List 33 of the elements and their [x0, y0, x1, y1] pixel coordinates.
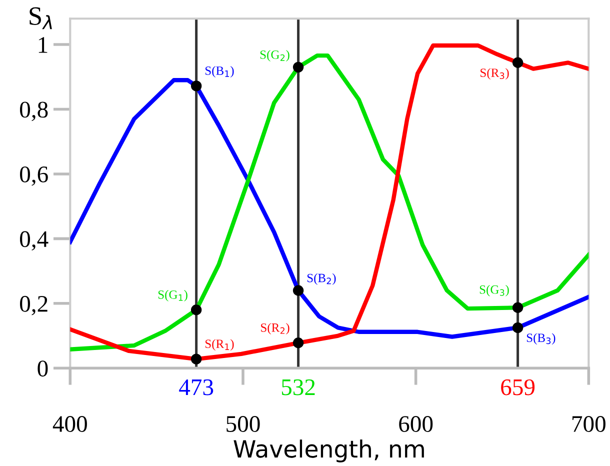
ref-line-label: 659 [501, 379, 535, 396]
x-tick-label: 400 [52, 416, 87, 432]
point [190, 354, 202, 364]
annotation: S(R$_{1}$) [205, 339, 234, 351]
annotation: S(R$_{2}$) [261, 323, 290, 334]
point [292, 285, 304, 296]
annotation: S(B$_{3}$) [526, 333, 556, 345]
y-tick-label: 0,2 [20, 296, 48, 316]
y-tick-label: 1 [38, 37, 48, 53]
point [190, 80, 202, 92]
annotation: S(G$_{2}$) [260, 50, 290, 62]
point [512, 57, 524, 68]
x-tick-label: 700 [572, 416, 606, 432]
point [292, 62, 304, 73]
y-tick-label: 0,8 [20, 102, 48, 122]
ref-line-label: 532 [282, 379, 315, 396]
point [512, 322, 524, 334]
point [512, 302, 524, 313]
annotation: S(B$_{2}$) [307, 273, 336, 285]
x-tick-label: 600 [399, 416, 433, 432]
annotation: S(B$_{1}$) [205, 66, 234, 78]
y-tick-label: 0,4 [20, 231, 48, 251]
y-axis-title: S$_{λ}$ [30, 7, 52, 30]
y-tick-label: 0 [38, 360, 48, 377]
point [190, 304, 202, 316]
annotation: S(G$_{1}$) [158, 290, 188, 302]
point [292, 338, 304, 348]
x-tick-label: 500 [226, 416, 260, 432]
y-tick-label: 0,6 [20, 166, 48, 186]
annotation: S(R$_{3}$) [480, 68, 509, 80]
ref-line-label: 473 [179, 379, 214, 396]
x-axis-title: Wavelength, nm [234, 440, 424, 462]
annotation: S(G$_{3}$) [480, 285, 509, 296]
